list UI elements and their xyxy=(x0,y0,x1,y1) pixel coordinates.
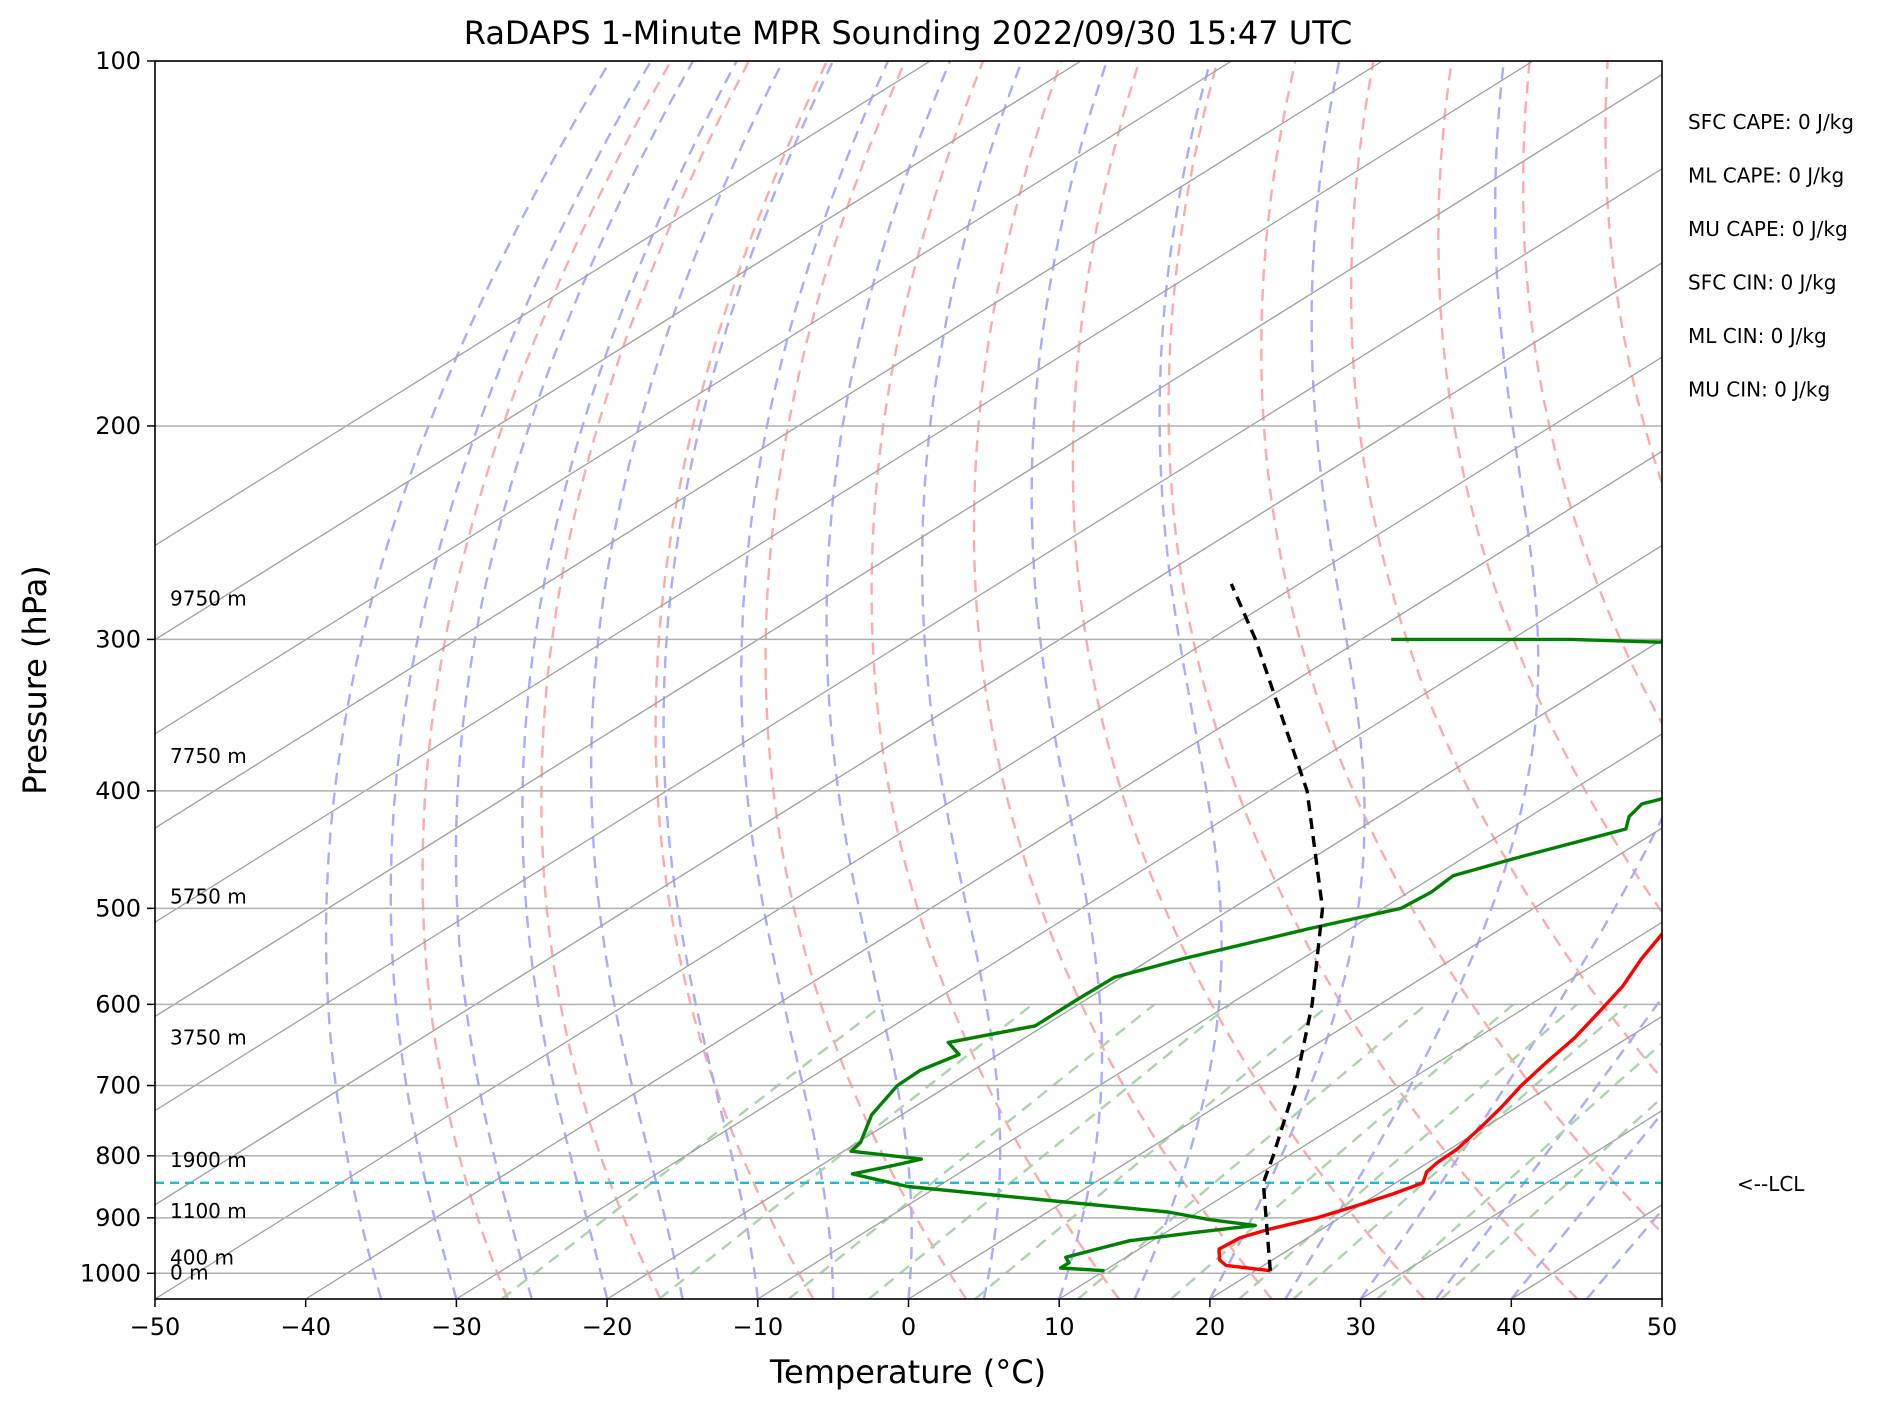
x-tick-label: −20 xyxy=(582,1313,633,1341)
isotherm-line xyxy=(1361,61,1882,1299)
y-tick-label: 500 xyxy=(95,894,141,922)
y-tick-label: 1000 xyxy=(80,1259,141,1287)
isotherm-line xyxy=(1059,61,1882,1299)
isotherm-line xyxy=(155,61,1882,1299)
moist-adiabat-line xyxy=(664,61,833,1299)
isotherm-line xyxy=(1662,61,1882,1299)
moist-adiabat-line xyxy=(1032,61,1107,1299)
dewpoint-trace xyxy=(851,639,1825,1270)
index-label: SFC CIN: 0 J/kg xyxy=(1688,271,1836,295)
dry-adiabat-line xyxy=(1842,61,1882,1299)
height-label: 9750 m xyxy=(170,586,247,610)
y-tick-label: 900 xyxy=(95,1204,141,1232)
moist-adiabat-line xyxy=(741,61,888,1299)
mixing-ratio-line xyxy=(1239,1004,1577,1299)
x-tick-label: −40 xyxy=(280,1313,331,1341)
moist-adiabat-line xyxy=(1587,61,1882,1299)
isotherm-line xyxy=(607,61,1882,1299)
isotherm-line xyxy=(0,61,1382,1299)
isotherm-line xyxy=(0,61,1533,1299)
dry-adiabat-line xyxy=(541,61,749,1299)
dry-adiabat-line xyxy=(766,61,967,1299)
isotherm-line xyxy=(1813,61,1882,1299)
height-label: 3750 m xyxy=(170,1025,247,1049)
mixing-ratio-line xyxy=(1441,1004,1765,1299)
x-tick-label: 10 xyxy=(1044,1313,1075,1341)
height-label: 1100 m xyxy=(170,1199,247,1223)
dry-adiabat-line xyxy=(1169,61,1578,1299)
height-label: 5750 m xyxy=(170,885,247,909)
indices-panel: SFC CAPE: 0 J/kg ML CAPE: 0 J/kg MU CAPE: … xyxy=(1688,110,1854,402)
height-label: 400 m xyxy=(170,1245,234,1269)
isotherm-line xyxy=(0,61,1232,1299)
isotherm-line xyxy=(0,61,1081,1299)
moist-adiabat-line xyxy=(391,61,651,1299)
height-label: 1900 m xyxy=(170,1148,247,1172)
y-tick-label: 600 xyxy=(95,990,141,1018)
moist-adiabat-line xyxy=(1210,61,1365,1299)
chart-title: RaDAPS 1-Minute MPR Sounding 2022/09/30 … xyxy=(464,14,1352,52)
dry-adiabat-line xyxy=(1686,61,1882,1299)
x-axis-label: Temperature (°C) xyxy=(769,1353,1046,1391)
axes: −50 −40 −30 −20 −10 0 10 20 30 40 50 100 200 300 400 50… xyxy=(80,47,1677,1341)
y-axis-label: Pressure (hPa) xyxy=(16,565,54,795)
isotherm-line xyxy=(758,61,1882,1299)
dry-adiabat-line xyxy=(1606,61,1882,1299)
isotherm-line xyxy=(4,61,1882,1299)
moist-adiabat-line xyxy=(1285,61,1538,1299)
isotherm-line xyxy=(456,61,1882,1299)
sounding-traces xyxy=(851,574,1882,1271)
y-tick-label: 100 xyxy=(95,47,141,75)
y-tick-label: 200 xyxy=(95,412,141,440)
x-tick-label: −30 xyxy=(431,1313,482,1341)
index-label: MU CAPE: 0 J/kg xyxy=(1688,217,1848,241)
x-tick-label: −10 xyxy=(732,1313,783,1341)
x-tick-label: 50 xyxy=(1647,1313,1678,1341)
mixing-ratio-line xyxy=(1377,1004,1706,1299)
y-tick-label: 300 xyxy=(95,625,141,653)
index-label: SFC CAPE: 0 J/kg xyxy=(1688,110,1854,134)
dry-adiabat-line xyxy=(1073,61,1425,1299)
plot-frame xyxy=(155,61,1662,1299)
index-label: ML CAPE: 0 J/kg xyxy=(1688,164,1844,188)
y-tick-label: 800 xyxy=(95,1142,141,1170)
index-label: ML CIN: 0 J/kg xyxy=(1688,324,1827,348)
moist-adiabat-line xyxy=(1361,61,1753,1299)
dry-adiabat-line xyxy=(1764,61,1882,1299)
y-tick-label: 700 xyxy=(95,1072,141,1100)
x-tick-label: 20 xyxy=(1195,1313,1226,1341)
y-tick-label: 400 xyxy=(95,777,141,805)
pressure-gridlines xyxy=(155,61,1662,1273)
mixing-ratio-line xyxy=(659,1004,1032,1299)
moist-adiabat-line xyxy=(1436,61,1882,1299)
x-tick-label: 30 xyxy=(1345,1313,1376,1341)
background-lines xyxy=(0,61,1882,1299)
dry-adiabat-line xyxy=(974,61,1272,1299)
moist-adiabat-line xyxy=(522,61,736,1299)
isotherm-line xyxy=(0,61,1834,1299)
lcl-label: <--LCL xyxy=(1737,1172,1805,1196)
x-tick-label: 40 xyxy=(1496,1313,1527,1341)
isotherm-line xyxy=(1511,61,1882,1299)
x-tick-label: 0 xyxy=(901,1313,916,1341)
dry-adiabat-line xyxy=(1351,61,1882,1299)
dry-adiabat-line xyxy=(1523,61,1882,1299)
mixing-ratio-line xyxy=(869,1004,1230,1299)
isotherm-line xyxy=(0,61,1684,1299)
moist-adiabat-line xyxy=(1511,61,1882,1299)
temperature-trace xyxy=(1219,574,1882,1271)
isotherm-line xyxy=(1210,61,1882,1299)
index-label: MU CIN: 0 J/kg xyxy=(1688,378,1830,402)
dry-adiabat-line xyxy=(1438,61,1882,1299)
isotherm-line xyxy=(0,61,930,1299)
height-label: 7750 m xyxy=(170,744,247,768)
moist-adiabat-line xyxy=(1135,61,1222,1299)
x-tick-label: −50 xyxy=(130,1313,181,1341)
